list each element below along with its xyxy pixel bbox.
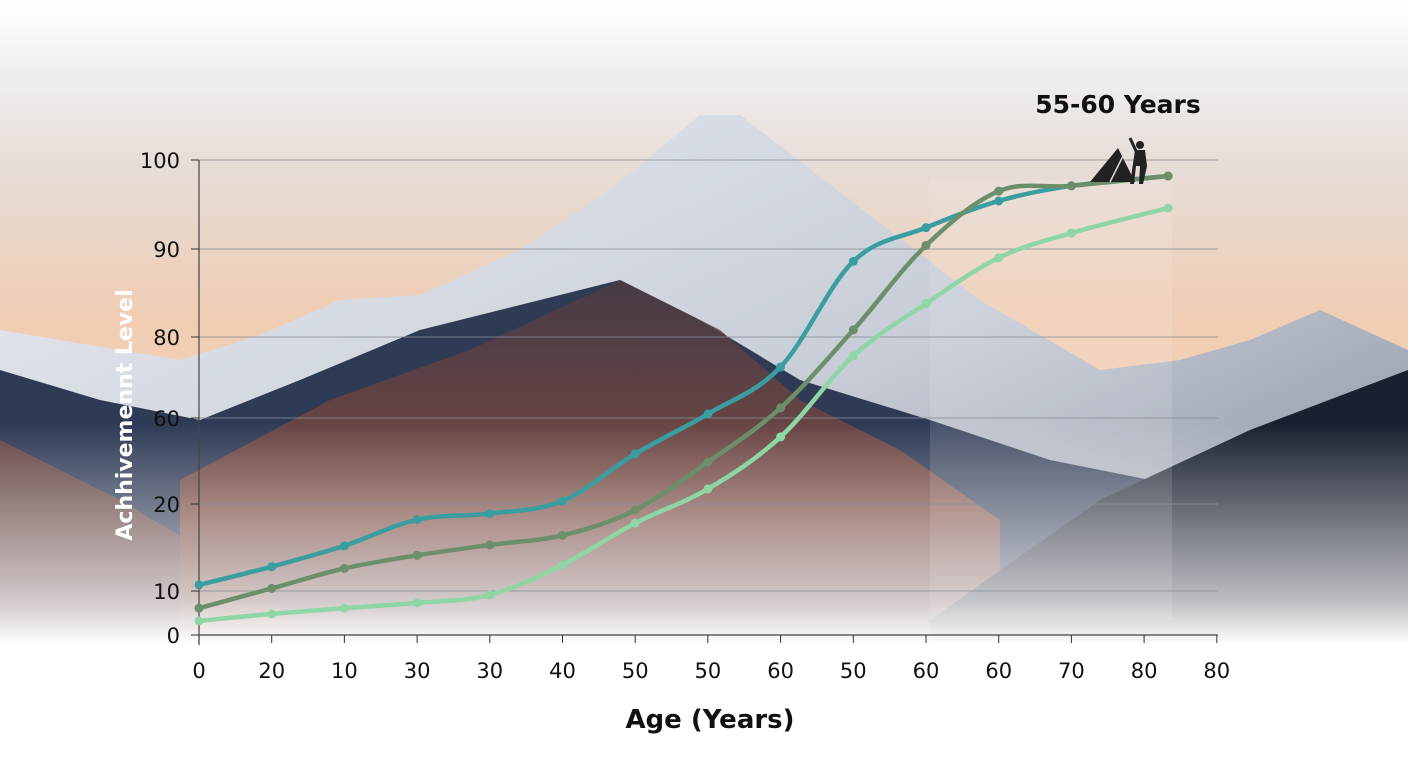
data-point xyxy=(703,484,713,494)
x-tick-label: 60 xyxy=(913,659,940,683)
data-point xyxy=(994,253,1004,263)
data-point xyxy=(848,256,858,266)
x-tick-label: 20 xyxy=(258,659,285,683)
x-tick-label: 50 xyxy=(622,659,649,683)
data-point xyxy=(412,598,422,608)
chart-title: 55-60 Years xyxy=(1035,90,1201,119)
data-point xyxy=(558,496,567,506)
data-point xyxy=(703,457,713,467)
data-point xyxy=(558,530,567,540)
y-tick-label: 10 xyxy=(153,580,180,604)
x-tick-label: 40 xyxy=(549,659,576,683)
x-axis-label: Age (Years) xyxy=(625,705,794,735)
data-point xyxy=(485,590,495,600)
x-tick-label: 30 xyxy=(404,659,431,683)
data-point xyxy=(412,515,422,525)
y-tick-label: 90 xyxy=(153,238,180,262)
data-point xyxy=(994,196,1004,206)
data-point xyxy=(630,449,640,459)
x-tick-label: 80 xyxy=(1203,659,1230,683)
series-line-2 xyxy=(196,205,1171,624)
data-point xyxy=(339,541,349,551)
x-tick-label: 80 xyxy=(1131,659,1158,683)
climber-with-tent-icon xyxy=(1090,137,1147,184)
x-tick-label: 50 xyxy=(695,659,722,683)
data-point xyxy=(267,583,277,593)
data-point xyxy=(921,223,931,233)
data-point xyxy=(1066,181,1076,191)
data-point xyxy=(1163,171,1173,181)
data-point xyxy=(921,299,931,309)
x-tick-label: 0 xyxy=(192,659,205,683)
data-point xyxy=(921,240,931,250)
y-tick-label: 80 xyxy=(153,326,180,350)
y-axis-label: Achhivemennt Level xyxy=(113,289,138,540)
data-point xyxy=(485,540,495,550)
x-tick-label: 30 xyxy=(476,659,503,683)
y-tick-label: 20 xyxy=(153,493,180,517)
data-point xyxy=(776,432,786,442)
series-layer xyxy=(194,171,1173,626)
data-point xyxy=(1066,228,1076,238)
data-point xyxy=(194,580,204,590)
series-line-1 xyxy=(196,173,1171,611)
data-point xyxy=(412,550,422,560)
data-point xyxy=(339,563,349,573)
data-point xyxy=(703,409,713,419)
data-point xyxy=(267,609,277,619)
series-line-0 xyxy=(196,173,1171,588)
x-tick-label: 50 xyxy=(840,659,867,683)
data-point xyxy=(630,518,640,528)
x-tick-label: 10 xyxy=(331,659,358,683)
data-point xyxy=(339,603,349,613)
data-point xyxy=(630,505,640,515)
data-point xyxy=(194,616,204,626)
axes: 0 10 20 60 80 90 100 0 20 10 30 30 40 50 50 60 50 60 60 70 8… xyxy=(140,149,1230,683)
y-tick-label: 100 xyxy=(140,149,180,173)
data-point xyxy=(994,186,1004,196)
data-point xyxy=(1163,203,1173,213)
data-point xyxy=(485,509,495,519)
y-tick-label: 60 xyxy=(153,407,180,431)
data-point xyxy=(776,403,786,413)
data-point xyxy=(558,560,567,570)
x-tick-label: 70 xyxy=(1058,659,1085,683)
y-tick-label: 0 xyxy=(167,624,180,648)
x-tick-label: 60 xyxy=(767,659,794,683)
x-tick-label: 60 xyxy=(985,659,1012,683)
data-point xyxy=(848,325,858,335)
data-point xyxy=(848,351,858,361)
data-point xyxy=(776,362,786,372)
data-point xyxy=(267,562,277,572)
data-point xyxy=(194,603,204,613)
